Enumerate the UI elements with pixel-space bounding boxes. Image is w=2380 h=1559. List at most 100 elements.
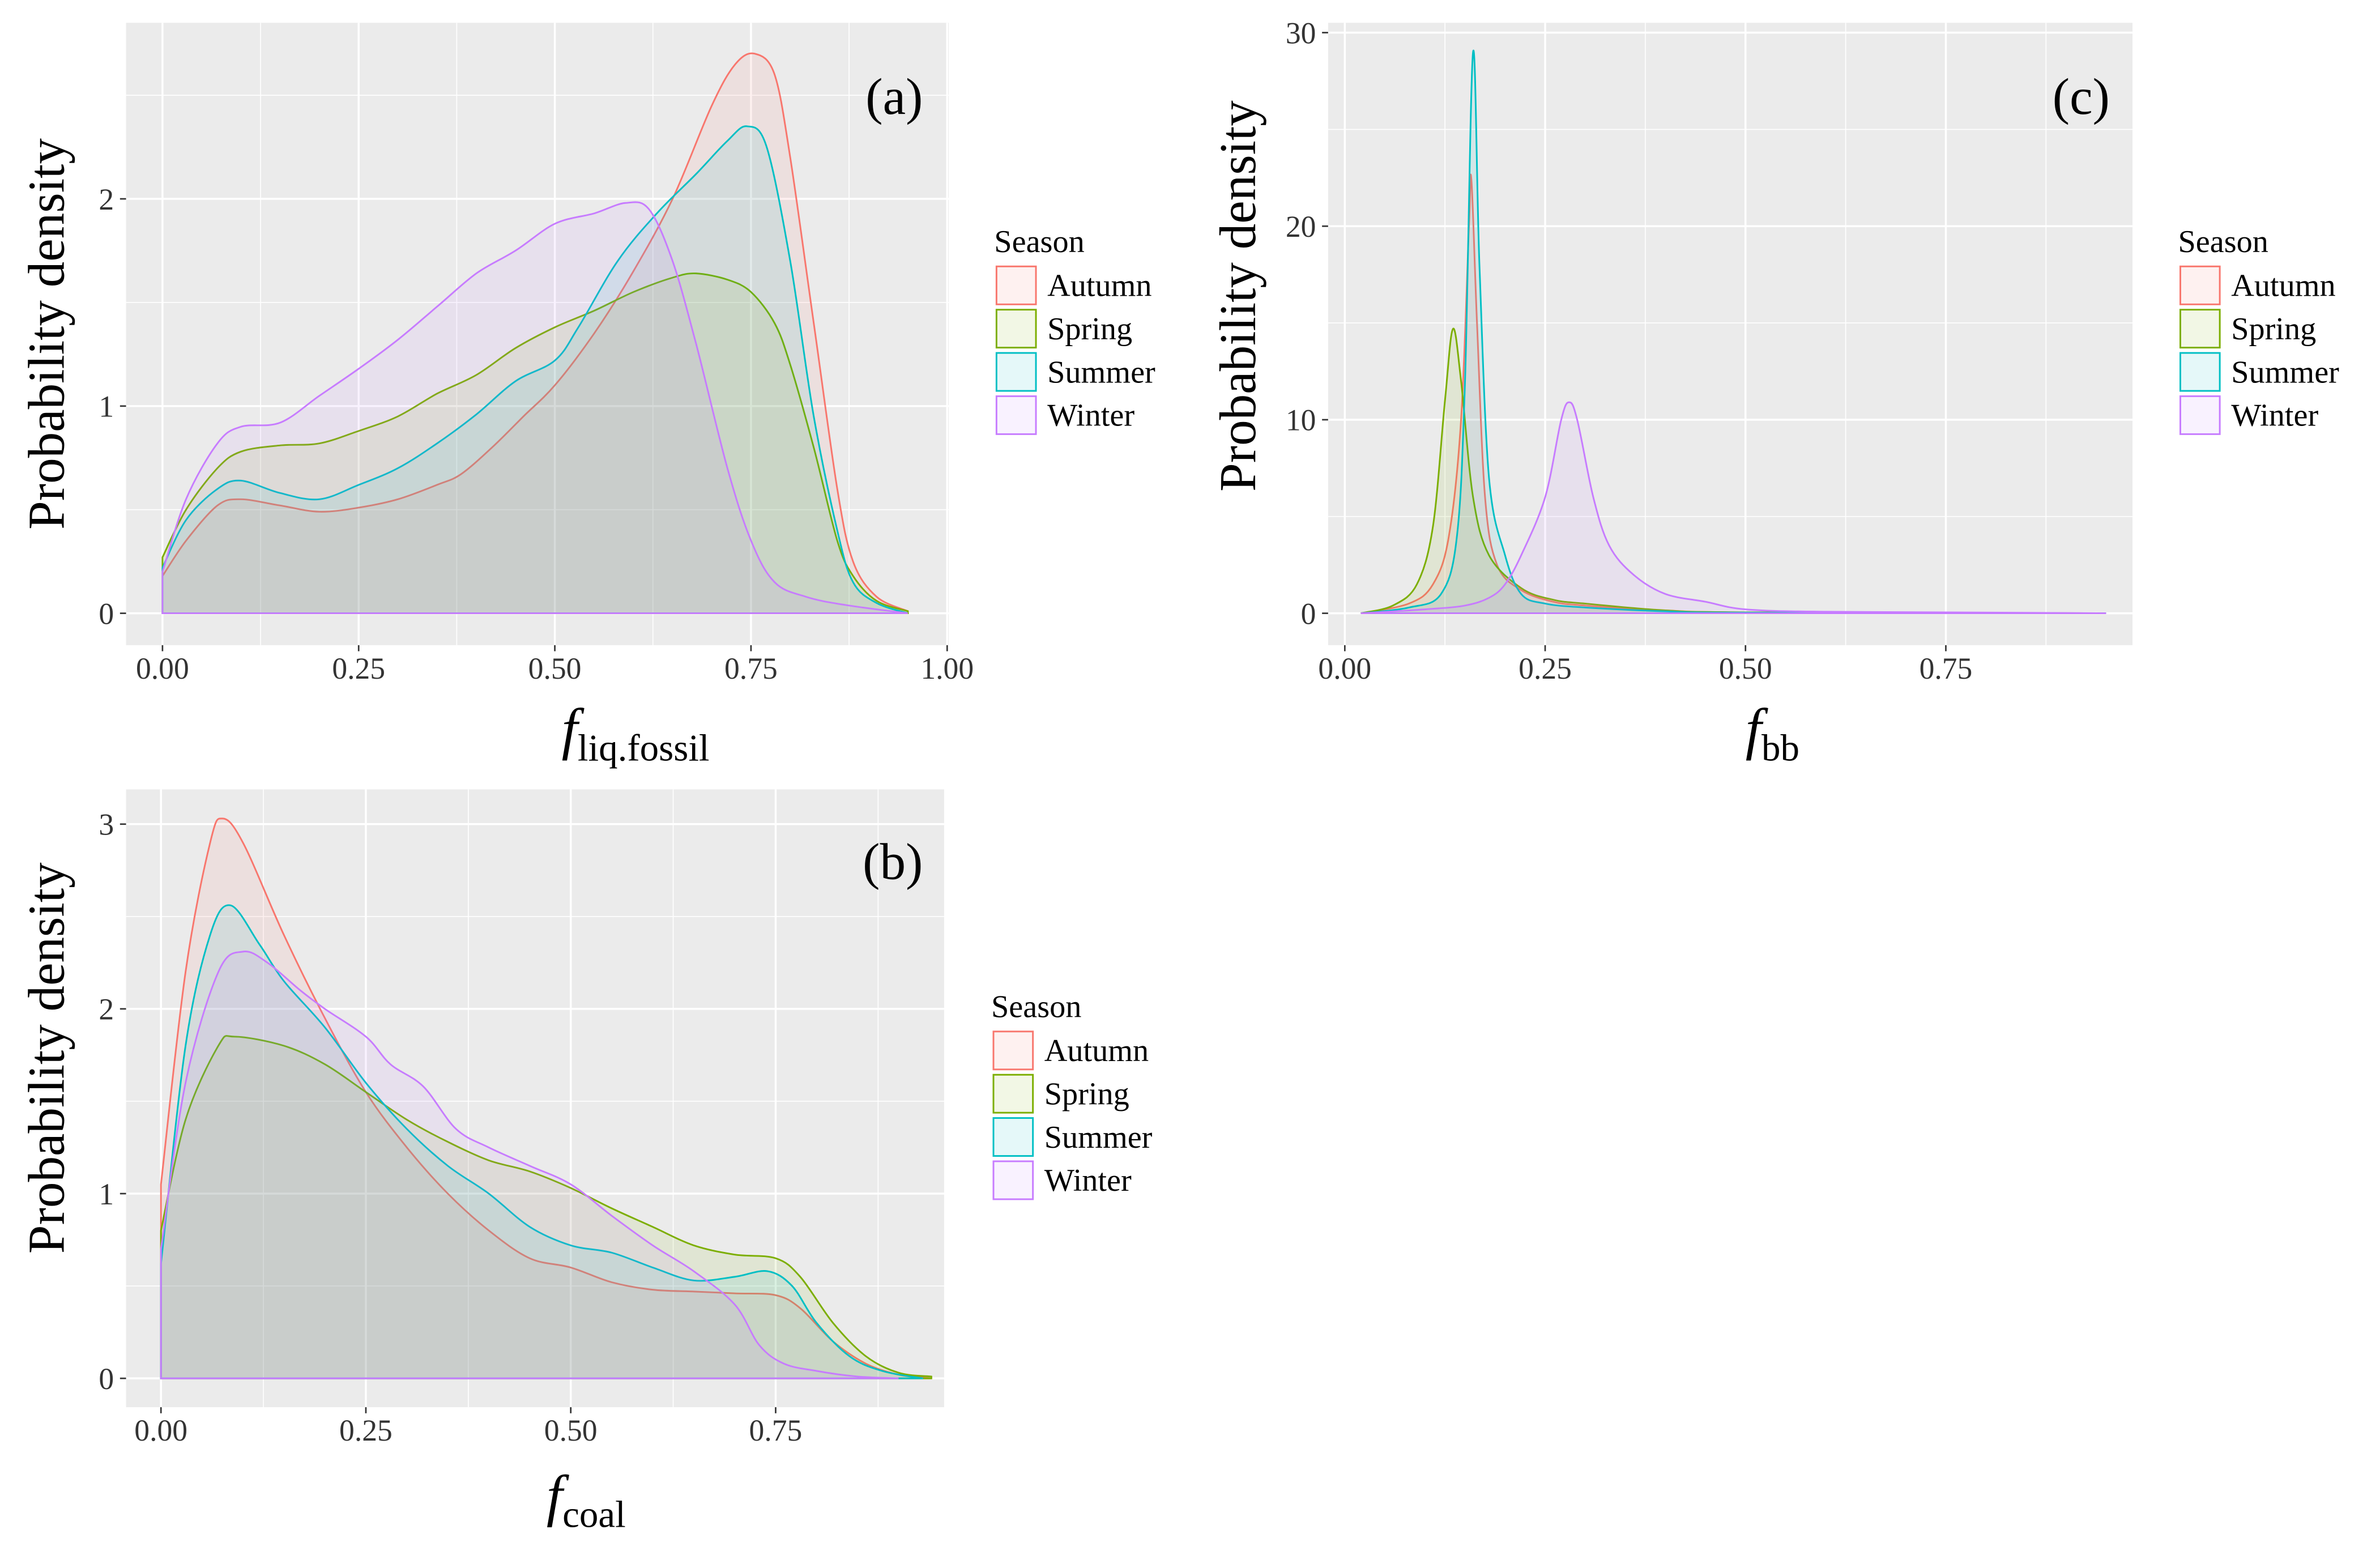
plot-background xyxy=(126,789,944,1408)
y-tick-label: 10 xyxy=(1286,403,1316,437)
y-axis-title: Probability density xyxy=(18,862,75,1254)
legend-label: Winter xyxy=(1047,398,1134,433)
legend-key-bg xyxy=(996,395,1037,435)
density-line-spring xyxy=(161,272,909,615)
density-area-spring xyxy=(162,273,908,614)
y-tick-label: 30 xyxy=(1286,16,1316,50)
legend-key-bg xyxy=(2179,352,2221,392)
x-tick-label: 0.25 xyxy=(332,651,385,685)
panel-label: (a) xyxy=(865,68,923,125)
density-area-summer xyxy=(162,126,908,614)
legend-label: Autumn xyxy=(1044,1033,1149,1068)
x-tick-label: 0.25 xyxy=(339,1413,393,1447)
plot-background xyxy=(126,23,949,645)
legend-key-bg xyxy=(996,309,1037,348)
legend-label: Spring xyxy=(2231,312,2316,347)
y-tick-label: 3 xyxy=(99,808,114,842)
legend-label: Spring xyxy=(1047,312,1132,347)
legend-title: Season xyxy=(2178,224,2268,259)
legend-key-bg xyxy=(2179,395,2221,435)
density-line-winter xyxy=(160,951,899,1379)
legend-key-winter xyxy=(992,1160,1034,1200)
density-area-winter xyxy=(162,202,908,614)
legend-title: Season xyxy=(994,224,1084,259)
x-axis-title: fcoal xyxy=(547,1464,626,1535)
y-tick-label: 20 xyxy=(1286,210,1316,244)
x-tick-label: 0.25 xyxy=(1519,651,1572,685)
legend-key-summer xyxy=(992,1117,1034,1157)
legend-key-autumn xyxy=(2179,265,2221,305)
y-tick-label: 2 xyxy=(99,993,114,1026)
legend-key-winter xyxy=(995,395,1037,435)
x-tick-label: 1.00 xyxy=(920,651,974,685)
x-axis-title: fliq.fossil xyxy=(562,697,710,769)
y-tick-label: 0 xyxy=(1301,597,1316,631)
legend-key-bg xyxy=(996,352,1037,392)
panel-b: 0 1 2 3 0.00 0.25 0.50 0.75 (b) Probability densi… xyxy=(18,789,1153,1536)
density-line-spring xyxy=(160,1035,932,1379)
density-line-summer xyxy=(161,125,909,615)
legend-key-bg xyxy=(992,1074,1034,1114)
x-tick-label: 0.50 xyxy=(1719,651,1772,685)
y-tick-label: 1 xyxy=(99,1177,114,1211)
x-axis-title: fbb xyxy=(1746,697,1799,769)
x-tick-label: 0.00 xyxy=(134,1413,187,1447)
x-axis-title-subscript: liq.fossil xyxy=(578,727,710,769)
plot-background xyxy=(1328,23,2133,645)
legend-key-bg xyxy=(2179,309,2221,348)
density-line-autumn xyxy=(161,52,909,615)
legend-key-spring xyxy=(995,309,1037,349)
panel-label: (c) xyxy=(2053,68,2110,125)
legend: Season Autumn Spring Summer Winter xyxy=(994,224,1155,435)
legend-key-summer xyxy=(995,352,1037,392)
y-tick-label: 0 xyxy=(99,1362,114,1396)
panel-label: (b) xyxy=(863,833,923,891)
x-tick-label: 0.75 xyxy=(749,1413,803,1447)
legend-label: Summer xyxy=(1044,1120,1153,1155)
legend-label: Autumn xyxy=(1047,269,1151,304)
x-tick-label: 0.75 xyxy=(724,651,778,685)
legend-key-bg xyxy=(992,1117,1034,1157)
legend: Season Autumn Spring Summer Winter xyxy=(2178,224,2339,435)
legend-label: Autumn xyxy=(2231,269,2335,304)
density-area-autumn xyxy=(162,53,908,614)
x-tick-label: 0.50 xyxy=(544,1413,598,1447)
legend-key-autumn xyxy=(992,1030,1034,1071)
panel-a: 0 1 2 0.00 0.25 0.50 0.75 1.00 (a) Probability de… xyxy=(18,23,1155,769)
x-axis-title-subscript: bb xyxy=(1761,727,1799,769)
legend-label: Winter xyxy=(1044,1163,1132,1198)
legend-key-bg xyxy=(996,265,1037,305)
legend-title: Season xyxy=(991,989,1081,1024)
legend-label: Summer xyxy=(2231,355,2339,390)
legend-key-spring xyxy=(2179,309,2221,349)
density-area-autumn xyxy=(161,818,932,1379)
y-tick-label: 1 xyxy=(99,390,114,424)
density-area-spring xyxy=(1360,328,2106,614)
density-area-winter xyxy=(161,951,899,1379)
legend: Season Autumn Spring Summer Winter xyxy=(991,989,1153,1200)
legend-key-bg xyxy=(992,1030,1034,1071)
density-line-winter xyxy=(161,201,909,615)
legend-key-bg xyxy=(992,1160,1034,1200)
y-tick-label: 2 xyxy=(99,182,114,216)
density-area-spring xyxy=(161,1036,932,1379)
legend-key-autumn xyxy=(995,265,1037,305)
density-line-summer xyxy=(1360,49,2106,615)
x-tick-label: 0.75 xyxy=(1920,651,1973,685)
y-axis-title: Probability density xyxy=(18,138,75,530)
x-tick-label: 0.00 xyxy=(1318,651,1371,685)
y-tick-label: 0 xyxy=(99,597,114,631)
legend-label: Winter xyxy=(2231,398,2318,433)
density-line-summer xyxy=(160,904,924,1379)
legend-key-summer xyxy=(2179,352,2221,392)
x-axis-title-subscript: coal xyxy=(562,1494,626,1536)
x-tick-label: 0.50 xyxy=(528,651,582,685)
legend-label: Spring xyxy=(1044,1076,1129,1111)
panel-c: 0 10 20 30 0.00 0.25 0.50 0.75 (c) Probability de… xyxy=(1209,16,2339,769)
density-line-winter xyxy=(1360,401,2106,615)
x-tick-label: 0.00 xyxy=(136,651,189,685)
density-line-autumn xyxy=(160,817,932,1379)
legend-key-bg xyxy=(2179,265,2221,305)
density-area-winter xyxy=(1360,402,2106,614)
